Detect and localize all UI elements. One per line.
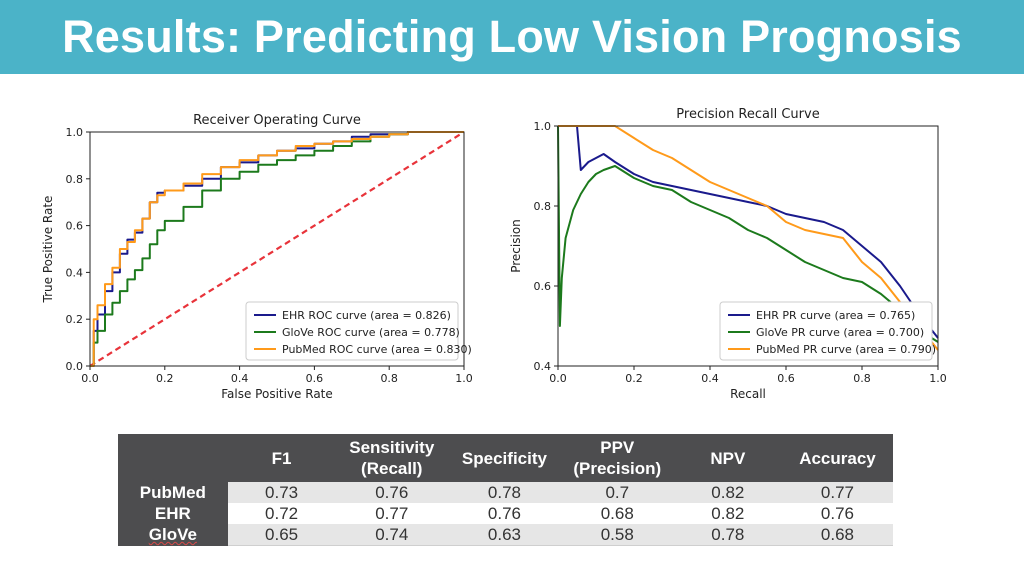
y-tick-label: 0.4 [534,360,552,373]
legend-entry: EHR PR curve (area = 0.765) [756,309,915,322]
series-line-glove [90,131,464,367]
table-header-cell [118,434,228,482]
x-tick-label: 0.6 [306,372,324,385]
table-cell: 0.77 [781,482,893,503]
table-cell: 0.68 [560,503,674,524]
x-tick-label: 1.0 [929,372,947,385]
table-header-cell: Specificity [448,434,561,482]
y-tick-label: 1.0 [534,120,552,133]
table-cell: 0.82 [673,482,782,503]
y-tick-label: 0.6 [534,280,552,293]
table-row: GloVe 0.65 0.74 0.63 0.58 0.78 0.68 [118,524,893,546]
table-header-cell: PPV (Precision) [560,434,674,482]
legend-entry: GloVe PR curve (area = 0.700) [756,326,924,339]
table-cell: 0.63 [448,524,561,546]
legend: EHR ROC curve (area = 0.826) GloVe ROC cu… [245,301,472,361]
y-tick-label: 0.0 [66,360,84,373]
pr-chart: Precision Recall Curve 0.0 0.2 0.4 0.6 0.8 1.0… [509,107,947,401]
x-tick-label: 0.0 [549,372,567,385]
table-cell: 0.76 [781,503,893,524]
table-header-row: F1 Sensitivity (Recall) Specificity PPV … [118,434,893,482]
y-tick-label: 1.0 [66,126,84,139]
row-label: EHR [118,503,228,524]
y-tick-label: 0.8 [534,200,552,213]
roc-chart: Receiver Operating Curve 0.0 0.2 0.4 0.6 0.8 1… [41,113,473,401]
table-cell: 0.76 [448,503,561,524]
table-cell: 0.76 [335,482,449,503]
slide-title: Results: Predicting Low Vision Prognosis [62,11,962,62]
table-header-cell: Sensitivity (Recall) [335,434,449,482]
table-row: EHR 0.72 0.77 0.76 0.68 0.82 0.76 [118,503,893,524]
legend-entry: PubMed PR curve (area = 0.790) [756,343,936,356]
table-cell: 0.77 [335,503,449,524]
table-cell: 0.73 [227,482,336,503]
row-label-text: GloVe [148,524,197,544]
legend-entry: GloVe ROC curve (area = 0.778) [282,326,460,339]
table-cell: 0.78 [673,524,782,546]
y-tick-label: 0.4 [66,266,84,279]
table-cell: 0.74 [335,524,449,546]
y-tick-label: 0.2 [66,313,84,326]
table-cell: 0.7 [560,482,674,503]
x-tick-label: 0.2 [625,372,643,385]
x-tick-label: 0.4 [231,372,249,385]
table-cell: 0.82 [673,503,782,524]
x-tick-label: 0.6 [777,372,795,385]
title-bar: Results: Predicting Low Vision Prognosis [0,0,1024,74]
series-line-pubmed [90,131,464,367]
plot-frame [557,125,939,367]
x-axis-label: Recall [730,387,766,401]
table-cell: 0.58 [560,524,674,546]
x-tick-label: 0.0 [81,372,99,385]
legend: EHR PR curve (area = 0.765) GloVe PR curv… [719,301,936,361]
table-header-cell: NPV [673,434,782,482]
chart-title: Receiver Operating Curve [193,113,361,128]
legend-box [719,301,933,361]
chart-title: Precision Recall Curve [676,107,819,122]
x-tick-label: 0.2 [156,372,174,385]
plot-frame [89,131,465,367]
y-axis-label: True Positive Rate [41,196,55,304]
row-label: GloVe [118,524,228,546]
series-line-ehr [558,125,939,339]
legend-box [245,301,459,361]
table-cell: 0.72 [227,503,336,524]
legend-entry: EHR ROC curve (area = 0.826) [282,309,451,322]
reference-diagonal-line [89,131,465,367]
table-row: PubMed 0.73 0.76 0.78 0.7 0.82 0.77 [118,482,893,503]
row-label: PubMed [118,482,228,503]
series-line-glove [557,125,939,343]
table-cell: 0.68 [781,524,893,546]
x-tick-label: 0.8 [380,372,398,385]
x-tick-label: 1.0 [455,372,473,385]
table-header-cell: F1 [227,434,336,482]
table-header-cell: Accuracy [781,434,893,482]
y-tick-label: 0.8 [66,173,84,186]
y-tick-label: 0.6 [66,220,84,233]
x-tick-label: 0.8 [853,372,871,385]
x-tick-label: 0.4 [701,372,719,385]
y-axis-label: Precision [509,219,523,273]
x-axis-label: False Positive Rate [221,387,333,401]
metrics-table: F1 Sensitivity (Recall) Specificity PPV … [118,434,893,546]
table-cell: 0.65 [227,524,336,546]
legend-entry: PubMed ROC curve (area = 0.830) [282,343,472,356]
table-cell: 0.78 [448,482,561,503]
